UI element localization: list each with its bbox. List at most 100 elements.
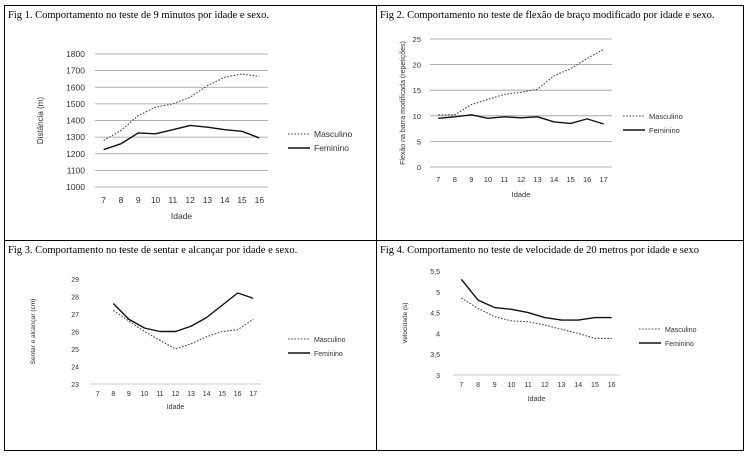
fig3-chart: 23 24 25 26 27 28 29 7 8 9 10 11 12 13 14 15 16 17 Idade Se… xyxy=(30,277,346,411)
fig3-y-tick-label: 25 xyxy=(71,347,79,354)
fig4-legend-label-masculino: Masculino xyxy=(665,327,697,334)
fig2-x-tick-label: 13 xyxy=(533,175,541,184)
fig4-title: Fig 4. Comportamento no teste de velocid… xyxy=(380,245,700,256)
fig4-y-tick-label: 3 xyxy=(436,373,440,380)
fig1-x-tick-label: 10 xyxy=(151,195,161,205)
fig3-legend-label-feminino: Feminino xyxy=(314,351,343,358)
fig4-y-tick-label: 3,5 xyxy=(430,352,440,359)
fig2-legend-label-masculino: Masculino xyxy=(649,112,683,121)
fig2-legend-label-feminino: Feminino xyxy=(649,126,680,135)
fig2-x-tick-label: 17 xyxy=(600,175,608,184)
fig1-y-axis-label: Distância (m) xyxy=(36,97,45,144)
fig2-x-tick-label: 7 xyxy=(436,175,440,184)
fig3-x-tick-label: 14 xyxy=(203,391,211,398)
fig3-title: Fig 3. Comportamento no teste de sentar … xyxy=(8,245,298,256)
fig1-x-axis-label: Idade xyxy=(171,211,193,221)
fig1-x-tick-label: 7 xyxy=(101,195,106,205)
fig3-y-axis-label: Sentar e alcançar (cm) xyxy=(30,299,37,365)
fig1-x-tick-label: 16 xyxy=(255,195,265,205)
fig2-x-tick-label: 14 xyxy=(550,175,558,184)
fig4-series-masculino xyxy=(461,297,612,339)
fig1-y-tick-label: 1000 xyxy=(66,182,85,192)
fig4-y-axis-label: Velocidade (s) xyxy=(402,302,409,343)
fig4-x-tick-label: 9 xyxy=(493,382,497,389)
fig2-x-tick-label: 9 xyxy=(469,175,473,184)
fig4-x-tick-label: 15 xyxy=(591,382,599,389)
fig2-x-axis-label: Idade xyxy=(512,190,531,199)
fig3-y-tick-label: 27 xyxy=(71,312,79,319)
figure-frame xyxy=(4,5,744,451)
fig3-x-tick-label: 9 xyxy=(127,391,131,398)
vertical-divider xyxy=(376,5,377,451)
fig2-y-tick-label: 15 xyxy=(413,86,421,95)
fig1-x-tick-label: 15 xyxy=(237,195,247,205)
fig4-x-axis-label: Idade xyxy=(528,396,546,403)
fig2-y-tick-label: 10 xyxy=(413,112,421,121)
fig3-y-tick-label: 28 xyxy=(71,295,79,302)
panel-fig1: Fig 1. Comportamento no teste de 9 minut… xyxy=(5,6,376,240)
fig1-y-tick-label: 1400 xyxy=(66,116,85,126)
fig3-x-tick-label: 12 xyxy=(172,391,180,398)
fig1-y-tick-label: 1700 xyxy=(66,66,85,76)
fig2-x-tick-label: 8 xyxy=(453,175,457,184)
fig4-series-feminino xyxy=(460,278,612,321)
fig2-y-tick-label: 0 xyxy=(417,163,421,172)
fig1-y-tick-label: 1800 xyxy=(66,49,85,59)
fig2-y-axis-label: Flexão na barra modificada (repetições) xyxy=(400,41,407,165)
panel-fig3: Fig 3. Comportamento no teste de sentar … xyxy=(5,241,376,451)
fig3-x-tick-label: 16 xyxy=(234,391,242,398)
panel-fig4: Fig 4. Comportamento no teste de velocid… xyxy=(377,241,744,451)
fig4-y-tick-label: 5 xyxy=(436,290,440,297)
fig2-x-tick-label: 12 xyxy=(517,175,525,184)
panel-fig2: Fig 2. Comportamento no teste de flexão … xyxy=(377,6,744,240)
fig3-x-tick-label: 10 xyxy=(141,391,149,398)
horizontal-divider xyxy=(4,240,744,241)
fig2-chart: 0 5 10 15 20 25 7 8 9 10 11 12 13 14 15 16 17 Idade Flexão… xyxy=(400,35,683,199)
fig1-y-tick-label: 1600 xyxy=(66,82,85,92)
fig1-y-tick-label: 1300 xyxy=(66,132,85,142)
fig3-y-tick-label: 29 xyxy=(71,277,79,284)
fig2-y-tick-label: 5 xyxy=(417,137,421,146)
fig4-y-tick-label: 4 xyxy=(436,331,440,338)
fig3-y-tick-label: 26 xyxy=(71,330,79,337)
fig2-series-masculino xyxy=(438,48,604,116)
fig4-y-tick-label: 4,5 xyxy=(430,311,440,318)
fig4-legend-label-feminino: Feminino xyxy=(665,341,694,348)
fig3-x-tick-label: 13 xyxy=(187,391,195,398)
fig4-x-tick-label: 7 xyxy=(459,382,463,389)
fig3-y-tick-label: 23 xyxy=(71,382,79,389)
fig2-x-tick-label: 15 xyxy=(566,175,574,184)
fig3-x-tick-label: 11 xyxy=(156,391,163,398)
fig1-legend-label-masculino: Masculino xyxy=(314,129,353,139)
fig2-x-tick-label: 16 xyxy=(583,175,591,184)
fig1-x-tick-label: 9 xyxy=(136,195,141,205)
fig3-x-axis-label: Idade xyxy=(167,404,185,411)
fig4-x-tick-label: 14 xyxy=(574,382,582,389)
fig4-y-tick-label: 5,5 xyxy=(430,269,440,276)
fig4-chart: 3 3,5 4 4,5 5 5,5 7 8 9 10 11 12 13 14 15 16 Idade Veloci… xyxy=(402,269,697,403)
fig4-x-tick-label: 13 xyxy=(558,382,566,389)
fig2-x-tick-label: 11 xyxy=(501,175,509,184)
fig1-x-tick-label: 12 xyxy=(185,195,195,205)
fig2-y-tick-label: 25 xyxy=(413,35,421,44)
fig1-y-tick-label: 1200 xyxy=(66,149,85,159)
fig4-x-tick-label: 16 xyxy=(608,382,616,389)
fig1-x-tick-label: 8 xyxy=(119,195,124,205)
fig3-legend-label-masculino: Masculino xyxy=(314,337,346,344)
fig1-legend-label-feminino: Feminino xyxy=(314,143,349,153)
fig1-x-tick-label: 11 xyxy=(168,195,177,205)
fig2-x-tick-label: 10 xyxy=(484,175,492,184)
fig4-x-tick-label: 12 xyxy=(541,382,549,389)
fig2-y-tick-label: 20 xyxy=(413,61,421,70)
fig3-y-tick-label: 24 xyxy=(71,365,79,372)
fig3-x-tick-label: 7 xyxy=(96,391,100,398)
fig3-series-feminino xyxy=(112,292,254,333)
fig2-series-feminino xyxy=(438,114,604,125)
fig1-x-tick-label: 13 xyxy=(203,195,213,205)
fig1-x-tick-label: 14 xyxy=(220,195,230,205)
fig2-title: Fig 2. Comportamento no teste de flexão … xyxy=(380,10,715,21)
fig4-x-tick-label: 11 xyxy=(525,382,532,389)
fig3-x-tick-label: 17 xyxy=(249,391,257,398)
fig1-title: Fig 1. Comportamento no teste de 9 minut… xyxy=(8,10,270,21)
